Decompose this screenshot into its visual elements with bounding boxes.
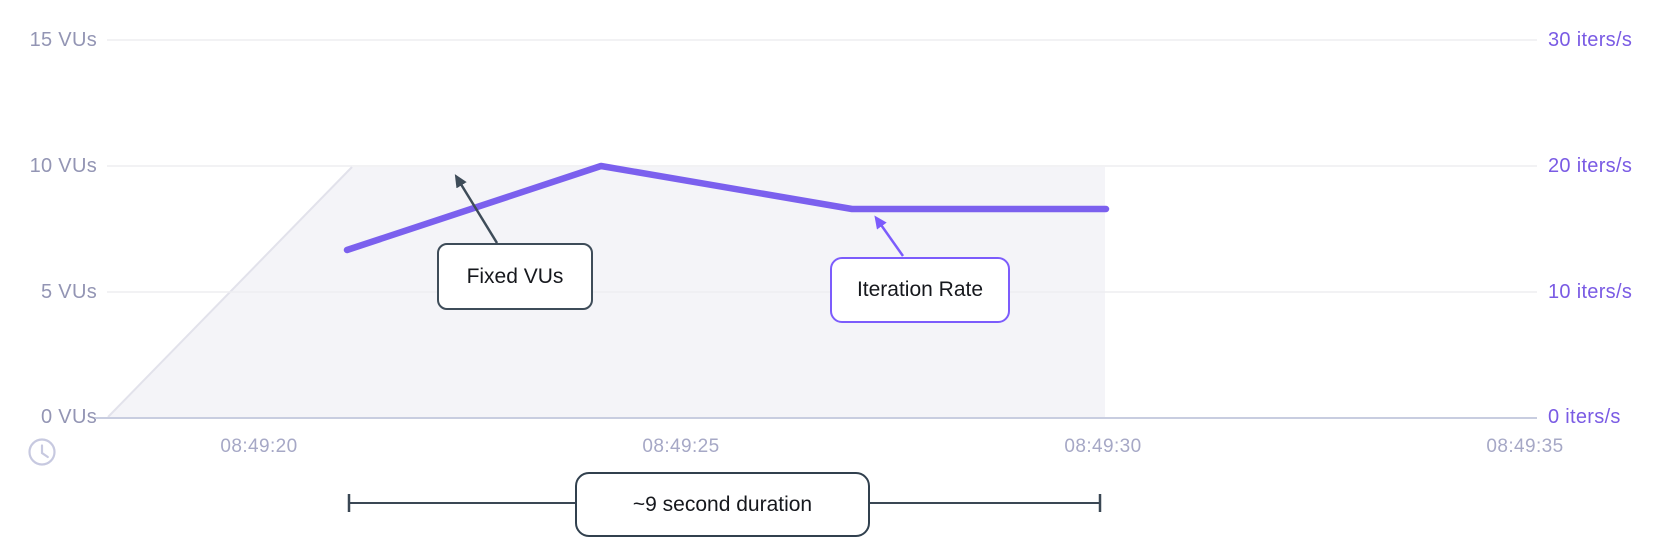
- left-axis-tick-0vus: 0 VUs: [41, 406, 97, 428]
- right-axis-tick-0iters: 0 iters/s: [1548, 406, 1621, 428]
- x-axis-tick-084935: 08:49:35: [1486, 436, 1564, 457]
- right-axis-tick-20iters: 20 iters/s: [1548, 155, 1633, 177]
- right-axis-tick-10iters: 10 iters/s: [1548, 281, 1633, 303]
- clock-icon: [28, 438, 56, 466]
- iteration-rate-callout: Iteration Rate: [830, 257, 1010, 323]
- left-axis-tick-5vus: 5 VUs: [41, 281, 97, 303]
- iteration-rate-arrow: [874, 215, 905, 257]
- x-axis-tick-084925: 08:49:25: [642, 436, 720, 457]
- fixed-vus-callout: Fixed VUs: [437, 243, 593, 310]
- right-axis-tick-30iters: 30 iters/s: [1548, 29, 1633, 51]
- iteration-rate-line: [343, 162, 1110, 254]
- x-axis-tick-084920: 08:49:20: [220, 436, 298, 457]
- left-axis-tick-10vus: 10 VUs: [29, 155, 97, 177]
- left-axis-tick-15vus: 15 VUs: [29, 29, 97, 51]
- x-axis-tick-084930: 08:49:30: [1064, 436, 1142, 457]
- duration-callout: ~9 second duration: [575, 472, 870, 537]
- gridlines: [95, 39, 1537, 419]
- fixed-vus-arrow: [454, 174, 499, 244]
